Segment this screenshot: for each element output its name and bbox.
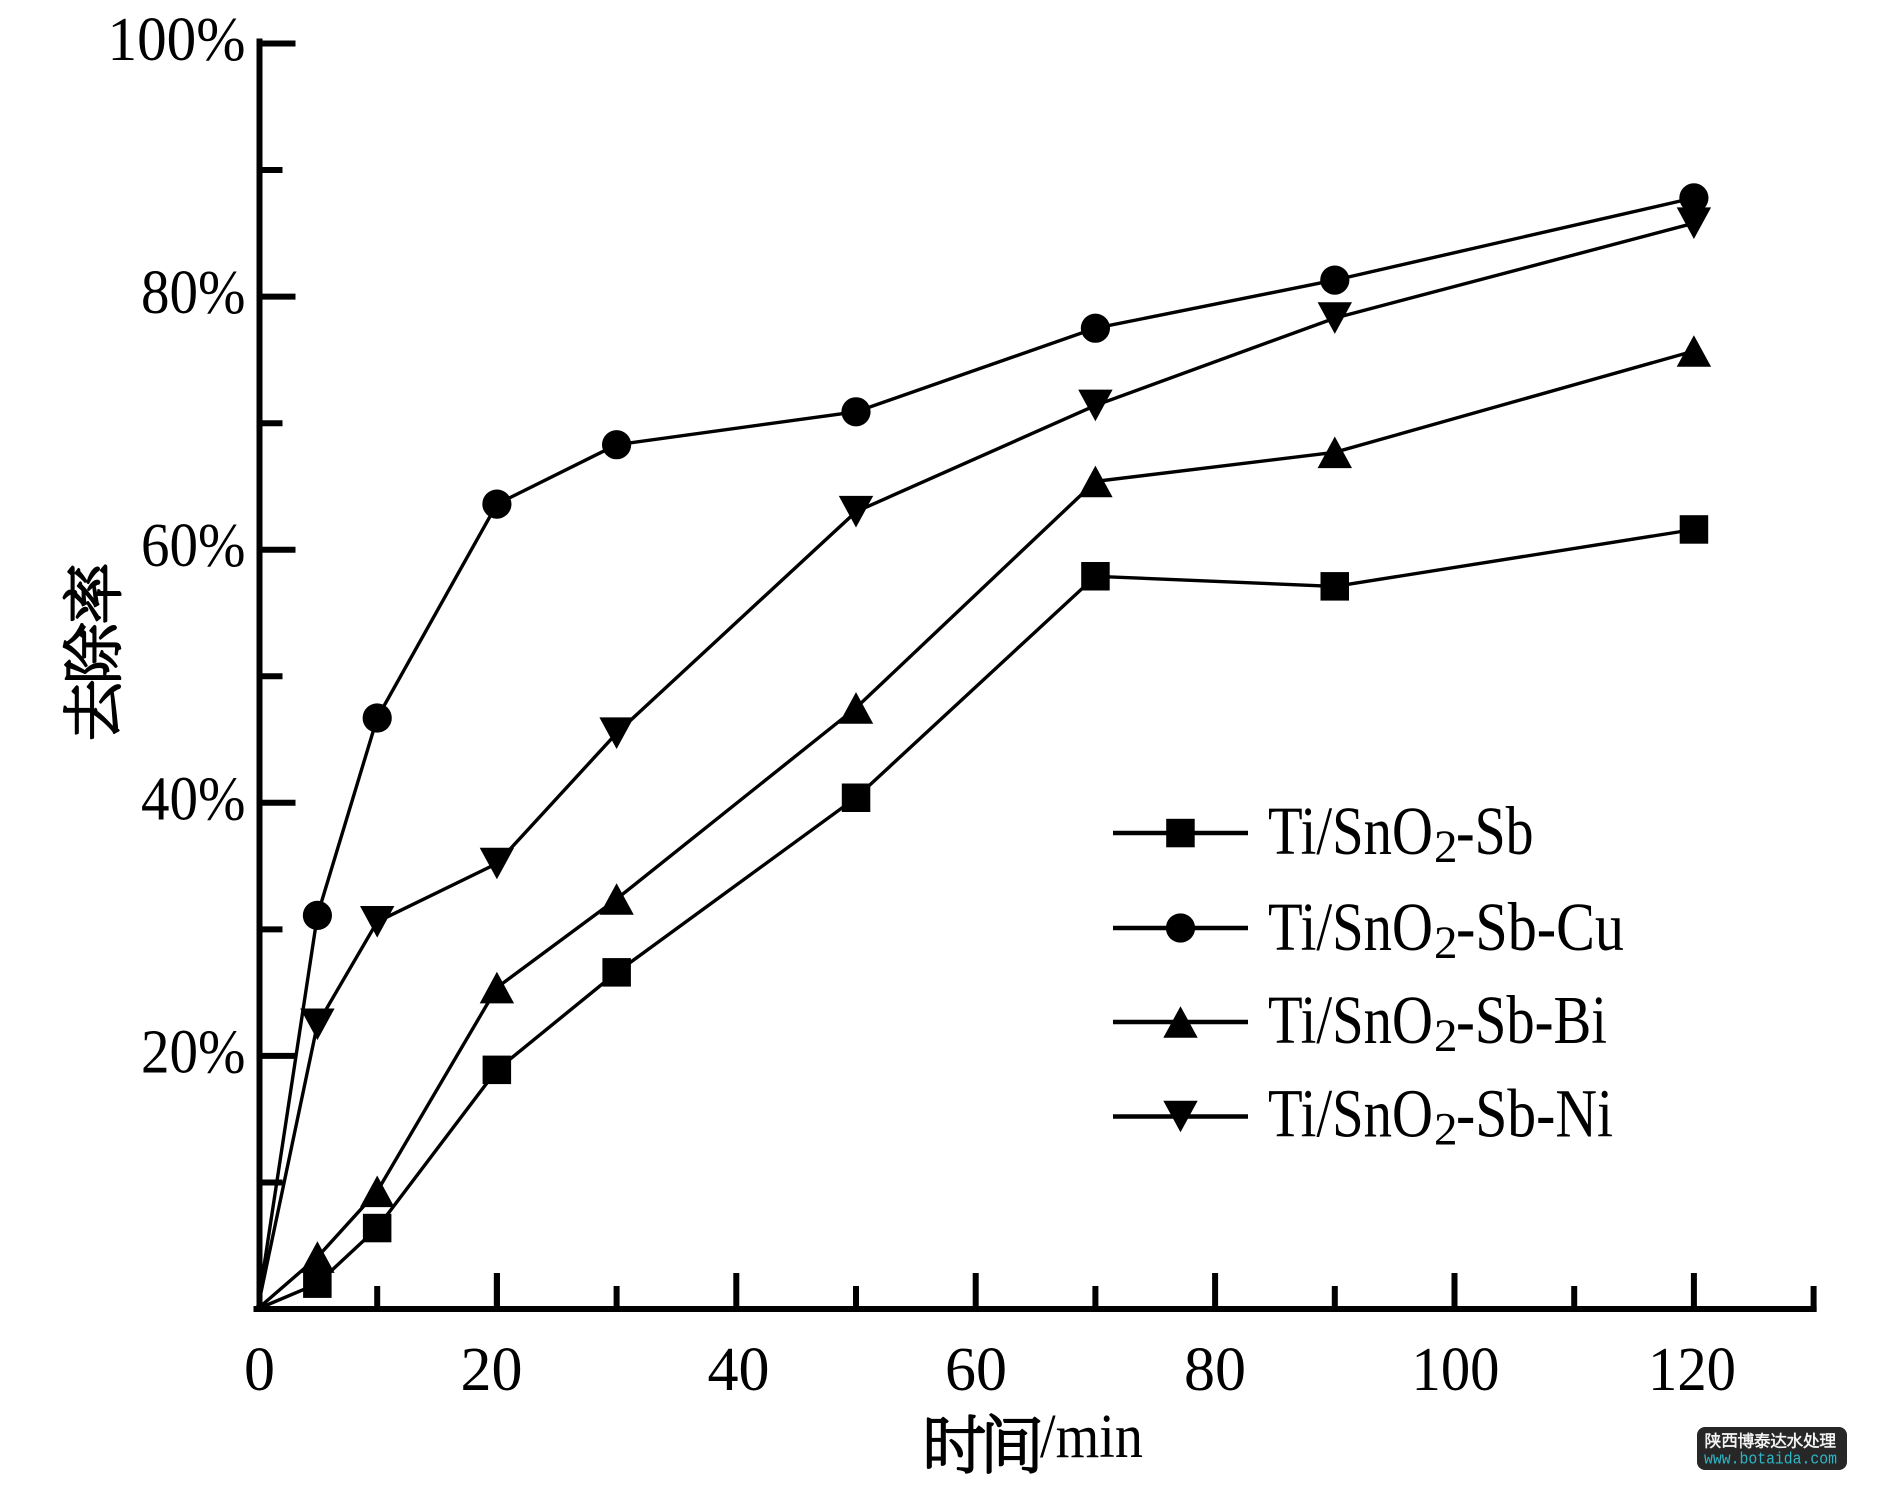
svg-text:100%: 100% <box>108 6 246 74</box>
svg-text:40: 40 <box>708 1336 770 1404</box>
svg-text:0: 0 <box>244 1336 275 1404</box>
svg-text:-Sb-Ni: -Sb-Ni <box>1456 1076 1613 1152</box>
svg-text:2: 2 <box>1434 1010 1458 1062</box>
svg-text:120: 120 <box>1648 1336 1736 1404</box>
svg-text:100: 100 <box>1412 1336 1500 1404</box>
svg-text:www.botaida.com: www.botaida.com <box>1704 1450 1837 1469</box>
svg-text:Ti/SnO: Ti/SnO <box>1268 982 1433 1058</box>
svg-text:-Sb: -Sb <box>1456 793 1534 869</box>
svg-text:/min: /min <box>1040 1403 1143 1471</box>
svg-text:40%: 40% <box>141 765 246 833</box>
svg-text:2: 2 <box>1434 917 1458 969</box>
svg-text:2: 2 <box>1434 821 1458 873</box>
svg-text:60%: 60% <box>141 512 246 580</box>
svg-text:20%: 20% <box>141 1018 246 1086</box>
svg-text:-Sb-Bi: -Sb-Bi <box>1456 982 1607 1058</box>
svg-text:Ti/SnO: Ti/SnO <box>1268 1076 1433 1152</box>
svg-text:20: 20 <box>461 1336 523 1404</box>
svg-text:2: 2 <box>1434 1104 1458 1156</box>
svg-text:-Sb-Cu: -Sb-Cu <box>1456 889 1624 965</box>
svg-text:Ti/SnO: Ti/SnO <box>1268 889 1433 965</box>
svg-text:Ti/SnO: Ti/SnO <box>1268 793 1433 869</box>
svg-text:60: 60 <box>945 1336 1007 1404</box>
svg-text:80: 80 <box>1184 1336 1246 1404</box>
svg-text:80%: 80% <box>141 259 246 327</box>
